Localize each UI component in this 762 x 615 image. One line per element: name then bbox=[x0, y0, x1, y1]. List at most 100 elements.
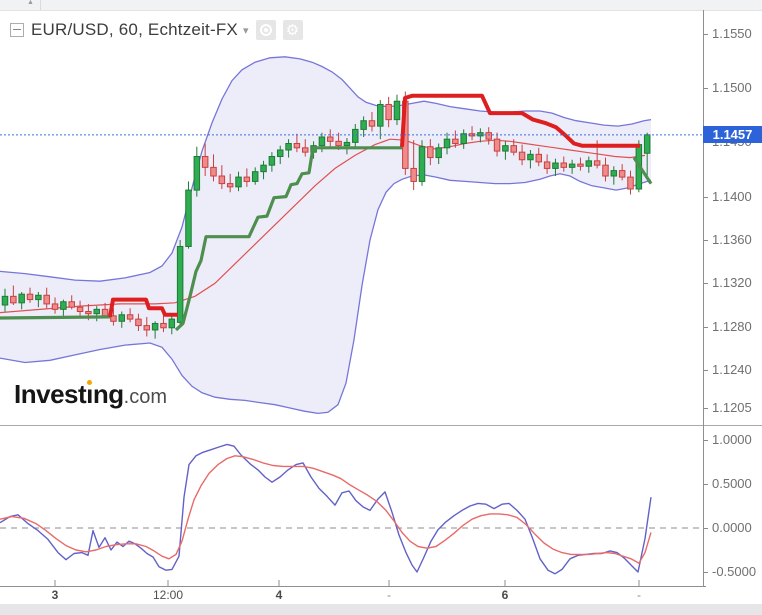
candle-body bbox=[335, 140, 342, 147]
time-axis-label: 3 bbox=[51, 588, 59, 602]
candle-body bbox=[10, 295, 17, 304]
candle-body bbox=[352, 128, 359, 143]
current-price-tag: 1.1457 bbox=[703, 126, 762, 144]
candle-body bbox=[126, 314, 134, 320]
price-axis-label: 1.1550 bbox=[712, 26, 752, 41]
oscillator-fast-line bbox=[0, 443, 652, 575]
candle-body bbox=[568, 163, 576, 168]
candle-body bbox=[618, 170, 626, 178]
expand-toolbar-icon[interactable]: ▲ bbox=[27, 0, 34, 6]
price-axis-label: 1.1280 bbox=[712, 318, 752, 334]
time-axis-label: - bbox=[387, 588, 391, 602]
price-axis-label: 1.1205 bbox=[712, 400, 752, 415]
bollinger-lower-line bbox=[0, 173, 652, 415]
bollinger-fill bbox=[0, 56, 651, 414]
candle-body bbox=[318, 136, 326, 147]
candle-body bbox=[43, 294, 50, 305]
candle-body bbox=[210, 166, 217, 177]
candle-body bbox=[535, 153, 543, 163]
oscillator-axis-label: 0.5000 bbox=[712, 476, 752, 491]
candle-body bbox=[418, 146, 426, 182]
candle-body bbox=[160, 322, 167, 329]
candle-body bbox=[143, 325, 151, 331]
candle-body bbox=[285, 142, 292, 151]
symbol-title[interactable]: EUR/USD, 60, Echtzeit-FX bbox=[31, 20, 238, 39]
trend-line-green bbox=[0, 315, 111, 320]
price-axis-label: 1.1240 bbox=[712, 362, 752, 378]
candle-body bbox=[518, 151, 526, 161]
candle-body bbox=[118, 314, 126, 322]
candle-body bbox=[602, 164, 609, 177]
candle-body bbox=[610, 170, 618, 177]
trend-line-red bbox=[400, 93, 640, 148]
candle-body bbox=[385, 103, 392, 121]
collapse-pane-icon[interactable] bbox=[10, 23, 24, 37]
candle-body bbox=[276, 149, 284, 157]
candle-body bbox=[176, 245, 184, 323]
candle-body bbox=[560, 162, 568, 168]
candle-body bbox=[343, 141, 351, 147]
candle-body bbox=[168, 318, 176, 329]
price-axis-label: 1.1360 bbox=[712, 231, 752, 247]
time-axis-label: 12:00 bbox=[152, 588, 184, 602]
candle-body bbox=[68, 301, 75, 308]
candle-body bbox=[101, 308, 109, 317]
candle-body bbox=[268, 155, 276, 166]
visibility-button[interactable] bbox=[255, 20, 276, 40]
candle-body bbox=[443, 138, 451, 149]
price-axis-label: 1.1500 bbox=[712, 80, 752, 96]
oscillator-axis-tick bbox=[703, 528, 708, 529]
toolbar-divider bbox=[40, 0, 41, 10]
candle-body bbox=[552, 162, 559, 169]
gear-icon: ⚙ bbox=[285, 21, 300, 39]
oscillator-axis-label: 0.0000 bbox=[712, 520, 752, 535]
candle-body bbox=[260, 164, 267, 173]
price-axis-tick bbox=[703, 326, 708, 328]
candle-body bbox=[243, 176, 251, 182]
candle-body bbox=[585, 160, 593, 167]
oscillator-axis-label: 1.0000 bbox=[712, 432, 752, 447]
price-axis-label: 1.1400 bbox=[712, 188, 752, 204]
price-axis-tick bbox=[703, 34, 708, 35]
price-axis-tick bbox=[703, 283, 708, 285]
settings-button[interactable]: ⚙ bbox=[282, 20, 303, 40]
candle-body bbox=[151, 322, 159, 331]
candle-body bbox=[427, 146, 434, 159]
candle-body bbox=[235, 176, 242, 188]
candle-body bbox=[218, 175, 226, 185]
candle-body bbox=[26, 293, 34, 301]
candle-body bbox=[377, 103, 384, 127]
oscillator-axis-tick bbox=[703, 572, 708, 573]
candle-body bbox=[593, 160, 601, 166]
chevron-down-icon[interactable]: ▾ bbox=[242, 24, 249, 37]
time-axis-label: 4 bbox=[275, 588, 283, 602]
candle-body bbox=[543, 161, 551, 169]
investing-watermark: Investıng.com bbox=[14, 379, 167, 410]
oscillator-axis-tick bbox=[703, 440, 708, 441]
candle-body bbox=[185, 189, 192, 247]
candle-body bbox=[301, 147, 309, 153]
candle-body bbox=[493, 138, 501, 152]
brand-tld: .com bbox=[123, 386, 167, 408]
chart-legend: EUR/USD, 60, Echtzeit-FX ▾ ⚙ bbox=[10, 20, 303, 40]
oscillator-axis-label: -0.5000 bbox=[712, 564, 757, 579]
candle-body bbox=[293, 142, 301, 149]
candle-body bbox=[393, 100, 401, 121]
price-axis-tick bbox=[703, 370, 708, 372]
trend-line-green bbox=[632, 156, 653, 185]
candle-body bbox=[502, 145, 509, 152]
candle-body bbox=[85, 311, 92, 315]
candle-body bbox=[360, 120, 367, 130]
candle-body bbox=[460, 133, 467, 144]
candle-body bbox=[368, 120, 376, 127]
brand-text: Investıng bbox=[14, 379, 124, 409]
candle-body bbox=[577, 163, 584, 167]
candle-body bbox=[527, 153, 534, 161]
candle-body bbox=[135, 318, 142, 327]
candle-body bbox=[226, 183, 234, 188]
candle-body bbox=[643, 134, 651, 154]
price-axis-tick bbox=[703, 239, 708, 241]
panel-divider[interactable] bbox=[0, 425, 762, 426]
